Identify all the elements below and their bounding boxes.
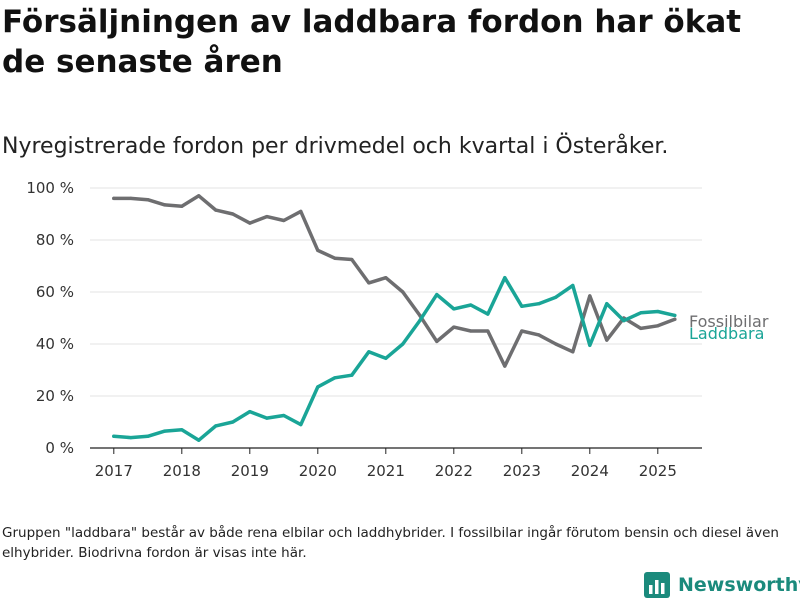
data-point-laddbara	[673, 313, 677, 317]
newsworthy-brand[interactable]: Newsworthy	[644, 570, 800, 600]
data-point-laddbara	[418, 319, 422, 323]
data-point-fossilbilar	[656, 324, 660, 328]
data-point-laddbara	[146, 434, 150, 438]
series-line-laddbara	[112, 275, 677, 442]
data-point-fossilbilar	[163, 203, 167, 207]
x-tick-label: 2019	[231, 462, 269, 480]
data-point-fossilbilar	[214, 208, 218, 212]
x-tick-label: 2023	[503, 462, 541, 480]
data-point-laddbara	[571, 283, 575, 288]
data-point-laddbara	[384, 356, 388, 360]
data-point-laddbara	[622, 319, 626, 323]
data-point-fossilbilar	[367, 281, 371, 285]
y-tick-label: 60 %	[36, 283, 74, 301]
data-point-laddbara	[469, 303, 473, 307]
data-point-laddbara	[350, 373, 354, 377]
data-point-fossilbilar	[248, 221, 252, 225]
data-point-laddbara	[367, 350, 371, 354]
data-point-fossilbilar	[282, 218, 286, 223]
chart-subtitle: Nyregistrerade fordon per drivmedel och …	[2, 134, 669, 159]
footnote: Gruppen "laddbara" består av både rena e…	[2, 525, 779, 561]
data-point-laddbara	[435, 293, 439, 297]
data-point-fossilbilar	[588, 294, 592, 298]
data-point-laddbara	[588, 343, 592, 347]
data-point-fossilbilar	[554, 342, 558, 346]
x-tick-label: 2024	[571, 462, 609, 480]
data-point-fossilbilar	[146, 198, 150, 202]
grid-lines	[90, 187, 702, 449]
data-point-fossilbilar	[571, 350, 575, 354]
bar-chart-logo-icon	[644, 572, 670, 598]
data-point-fossilbilar	[316, 248, 320, 252]
y-tick-label: 20 %	[36, 387, 74, 405]
data-point-laddbara	[452, 307, 456, 311]
data-point-laddbara	[401, 342, 405, 346]
y-axis-ticks: 0 % 20 % 40 % 60 % 80 % 100 %	[26, 179, 74, 457]
x-tick-label: 2021	[367, 462, 405, 480]
data-point-fossilbilar	[299, 209, 303, 213]
data-point-laddbara	[503, 276, 507, 280]
data-point-fossilbilar	[350, 257, 354, 262]
data-point-fossilbilar	[503, 364, 507, 368]
data-point-laddbara	[129, 436, 133, 440]
data-point-fossilbilar	[452, 325, 456, 329]
data-point-fossilbilar	[333, 256, 337, 260]
headline: Försäljningen av laddbara fordon har öka…	[2, 4, 742, 80]
data-point-laddbara	[639, 311, 643, 315]
data-point-fossilbilar	[112, 196, 116, 200]
y-tick-label: 80 %	[36, 231, 74, 249]
data-point-fossilbilar	[401, 290, 405, 294]
data-point-fossilbilar	[520, 329, 524, 333]
data-point-laddbara	[299, 423, 303, 427]
data-point-laddbara	[214, 424, 218, 428]
y-tick-label: 0 %	[45, 439, 74, 457]
data-point-laddbara	[231, 420, 235, 424]
data-point-fossilbilar	[384, 276, 388, 280]
data-point-laddbara	[537, 302, 541, 306]
data-point-fossilbilar	[265, 215, 269, 219]
data-point-laddbara	[112, 434, 116, 438]
data-point-fossilbilar	[435, 339, 439, 343]
series-label-fossilbilar: Fossilbilar	[689, 312, 769, 331]
data-point-laddbara	[282, 413, 286, 418]
x-tick-label: 2017	[95, 462, 133, 480]
data-point-laddbara	[656, 309, 660, 314]
data-point-laddbara	[486, 312, 490, 316]
data-point-fossilbilar	[673, 317, 677, 321]
series-line-fossilbilar	[112, 194, 677, 368]
data-point-laddbara	[520, 304, 524, 308]
data-point-laddbara	[316, 385, 320, 389]
data-point-fossilbilar	[129, 196, 133, 200]
data-point-laddbara	[265, 416, 269, 420]
data-point-laddbara	[248, 410, 252, 414]
data-point-fossilbilar	[180, 204, 184, 208]
data-point-fossilbilar	[639, 326, 643, 330]
brand-name: Newsworthy	[678, 574, 800, 596]
data-point-fossilbilar	[469, 329, 473, 333]
x-tick-label: 2020	[299, 462, 337, 480]
data-point-laddbara	[605, 302, 609, 306]
data-point-laddbara	[554, 295, 558, 299]
data-point-fossilbilar	[231, 212, 235, 216]
data-point-fossilbilar	[486, 329, 490, 333]
data-point-laddbara	[333, 376, 337, 380]
series-lines	[112, 194, 677, 442]
y-tick-label: 40 %	[36, 335, 74, 353]
data-point-laddbara	[197, 438, 201, 442]
x-tick-label: 2018	[163, 462, 201, 480]
x-axis-ticks: 2017 2018 2019 2020 2021 2022 2023 2024 2025	[95, 448, 677, 480]
data-point-fossilbilar	[537, 333, 541, 337]
data-point-laddbara	[163, 429, 167, 433]
x-tick-label: 2022	[435, 462, 473, 480]
data-point-laddbara	[180, 428, 184, 432]
series-label-laddbara: Laddbara	[689, 324, 764, 343]
data-point-fossilbilar	[197, 194, 201, 198]
y-tick-label: 100 %	[26, 179, 74, 197]
x-tick-label: 2025	[639, 462, 677, 480]
data-point-fossilbilar	[605, 338, 609, 342]
